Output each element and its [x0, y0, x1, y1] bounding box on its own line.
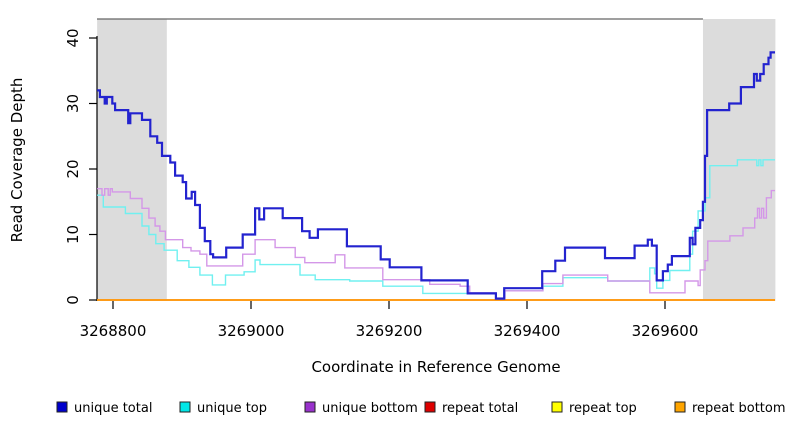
legend-swatch [424, 401, 436, 413]
legend-swatch [674, 401, 686, 413]
x-axis-tick-label: 3269600 [632, 322, 699, 340]
legend-swatch [551, 401, 563, 413]
y-axis-tick-label: 40 [64, 28, 82, 47]
legend-item: unique top [179, 401, 267, 416]
y-axis-label: Read Coverage Depth [8, 78, 26, 243]
x-axis-tick-label: 3269200 [356, 322, 423, 340]
plot-area: 3268800 3269000 3269200 3269400 3269600 0 10 20… [64, 18, 776, 340]
y-axis-tick-label: 20 [64, 159, 82, 178]
series-line-unique_total [97, 51, 775, 300]
legend-label: unique top [197, 401, 267, 416]
legend-item: repeat top [551, 401, 637, 416]
legend-item: unique bottom [304, 401, 418, 416]
legend-label: repeat bottom [692, 401, 786, 416]
series-line-unique_bottom [97, 188, 775, 299]
x-axis-tick-label: 3269400 [494, 322, 561, 340]
y-axis-tick-label: 30 [64, 94, 82, 113]
legend-label: unique bottom [322, 401, 418, 416]
left-shaded-region [97, 19, 167, 301]
y-axis-tick-label: 0 [64, 295, 82, 305]
x-axis-label: Coordinate in Reference Genome [311, 358, 560, 376]
legend-swatch [304, 401, 316, 413]
legend-label: unique total [74, 401, 152, 416]
legend-item: repeat total [424, 401, 518, 416]
legend-swatch [56, 401, 68, 413]
legend: unique total unique top unique bottom repea… [56, 401, 786, 416]
x-axis-tick-label: 3269000 [218, 322, 285, 340]
legend-item: repeat bottom [674, 401, 786, 416]
legend-item: unique total [56, 401, 152, 416]
x-axis-tick-label: 3268800 [80, 322, 147, 340]
series-line-unique_top [97, 159, 775, 299]
legend-label: repeat total [442, 401, 518, 416]
y-axis-tick-label: 10 [64, 225, 82, 244]
legend-swatch [179, 401, 191, 413]
legend-label: repeat top [569, 401, 637, 416]
